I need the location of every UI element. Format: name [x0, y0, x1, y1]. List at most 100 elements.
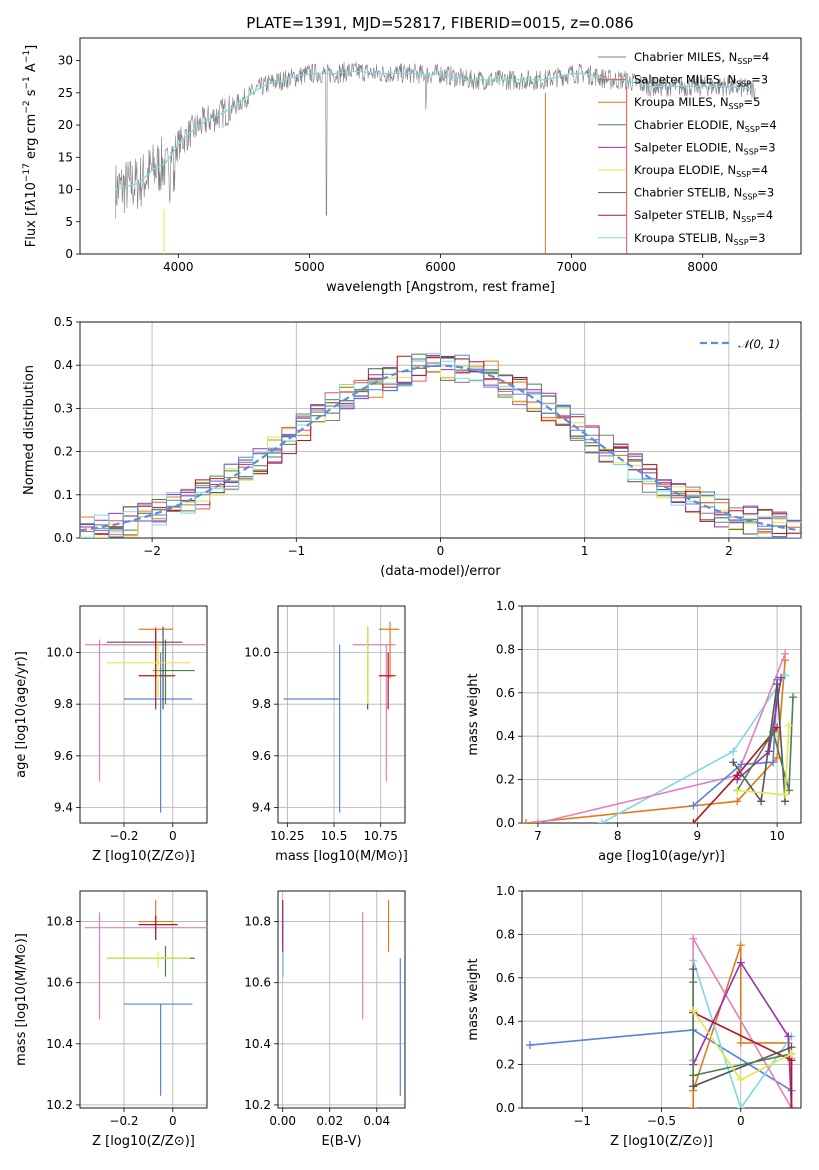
- histogram-series: [80, 353, 801, 538]
- y-tick-label: 0.4: [496, 1014, 515, 1028]
- weight-marker: [729, 758, 738, 767]
- histogram-series: [80, 353, 801, 538]
- weight-marker: [689, 1006, 698, 1015]
- age_weight-frame: [521, 605, 802, 824]
- weight-series: [736, 697, 794, 791]
- weight-series: [525, 660, 786, 823]
- weight-marker: [736, 1075, 745, 1084]
- spectrum-frame: [79, 37, 802, 255]
- y-tick-label: 0.0: [496, 816, 515, 830]
- y-tick-label: 0.4: [54, 358, 73, 372]
- weight-marker: [784, 1032, 793, 1041]
- weight-marker: [689, 1082, 698, 1091]
- x-axis-label: Z [log10(Z/Z⊙)]: [610, 1134, 713, 1149]
- legend-label: Kroupa ELODIE, NSSP=4: [634, 163, 768, 179]
- errorbar-point: [378, 621, 400, 679]
- weight-marker: [533, 819, 542, 823]
- x-tick-label: −0.5: [647, 1114, 676, 1128]
- y-tick-label: 10.8: [46, 915, 73, 929]
- y-axis-label: mass [log10(M/M⊙)]: [14, 933, 29, 1066]
- ebv_mass-plot-area: [282, 900, 401, 1096]
- x-tick-label: 7000: [556, 260, 587, 274]
- y-tick-label: 9.6: [54, 749, 73, 763]
- y-axis-label: mass weight: [466, 958, 481, 1040]
- y-axis-label: Flux [fλ10−17 erg cm−2 s−1 A−1]: [22, 45, 39, 247]
- weight-marker: [765, 747, 774, 756]
- weight-marker: [773, 680, 782, 689]
- errorbar-point: [378, 652, 396, 710]
- weight-marker: [689, 819, 698, 823]
- x-axis-label: age [log10(age/yr)]: [598, 849, 725, 864]
- x-tick-label: 10: [769, 829, 784, 843]
- y-tick-label: 0.5: [54, 315, 73, 329]
- x-tick-label: 0: [737, 1114, 745, 1128]
- y-tick-label: 25: [58, 86, 73, 100]
- legend-label: Chabrier STELIB, NSSP=3: [634, 186, 774, 202]
- y-axis-label: Normed distribution: [22, 365, 37, 495]
- weight-marker: [736, 958, 745, 967]
- x-tick-label: 10.25: [270, 829, 304, 843]
- x-tick-label: 7: [534, 829, 542, 843]
- y-tick-label: 30: [58, 54, 73, 68]
- y-tick-label: 15: [58, 150, 73, 164]
- weight-marker: [522, 819, 530, 823]
- age_weight-panel: 7 8 9 10 0.0 0.2 0.4 0.6 0.8 1.0 age [log10(age/yr…: [466, 599, 802, 864]
- weight-marker: [789, 693, 798, 702]
- y-tick-label: 10.4: [244, 1037, 271, 1051]
- x-tick-label: 5000: [294, 260, 325, 274]
- x-tick-label: −2: [143, 544, 161, 558]
- legend-label: Salpeter STELIB, NSSP=4: [634, 208, 773, 224]
- y-tick-label: 10.2: [244, 1098, 271, 1112]
- y-tick-label: 9.8: [54, 697, 73, 711]
- x-axis-label: Z [log10(Z/Z⊙)]: [92, 849, 195, 864]
- y-tick-label: 0.2: [496, 773, 515, 787]
- weight-marker: [689, 1104, 698, 1108]
- errorbar-point: [352, 644, 396, 782]
- weight-marker: [737, 760, 746, 769]
- legend-label: Chabrier ELODIE, NSSP=4: [634, 118, 777, 134]
- y-tick-label: 5: [65, 215, 73, 229]
- y-tick-label: 9.8: [252, 697, 271, 711]
- weight-series: [732, 683, 786, 804]
- x-tick-label: 9: [694, 829, 702, 843]
- weight-series: [692, 960, 793, 1108]
- x-axis-label: (data-model)/error: [380, 564, 501, 579]
- model-spectrum: [115, 70, 755, 191]
- y-tick-label: 9.4: [252, 801, 271, 815]
- weight-marker: [785, 786, 794, 795]
- legend-label: 𝒩(0, 1): [738, 337, 780, 351]
- y-tick-label: 10: [58, 183, 73, 197]
- y-tick-label: 20: [58, 118, 73, 132]
- ebv_mass-frame: [277, 890, 406, 1109]
- weight-marker: [769, 758, 778, 767]
- y-tick-label: 10.0: [46, 646, 73, 660]
- y-tick-label: 10.2: [46, 1098, 73, 1112]
- weight-marker: [785, 721, 794, 730]
- histogram-series: [80, 352, 801, 538]
- mass_age-frame: [277, 605, 406, 824]
- figure-title: PLATE=1391, MJD=52817, FIBERID=0015, z=0…: [246, 14, 633, 32]
- weight-marker: [781, 649, 790, 658]
- weight-marker: [597, 819, 606, 823]
- z_weight-panel: −1 −0.5 0 0.0 0.2 0.4 0.6 0.8 1.0 Z [log10(Z/Z⊙)]…: [466, 884, 802, 1149]
- ebv_mass-panel: 0.00 0.02 0.04 10.2 10.4 10.6 10.8 E(B-V): [244, 890, 406, 1149]
- y-tick-label: 9.4: [54, 801, 73, 815]
- x-axis-label: Z [log10(Z/Z⊙)]: [92, 1134, 195, 1149]
- weight-marker: [736, 941, 745, 950]
- x-tick-label: −1: [287, 544, 305, 558]
- x-tick-label: 0.04: [363, 1114, 390, 1128]
- errorbar-point: [84, 639, 207, 782]
- z_age-plot-area: [84, 626, 207, 813]
- weight-marker: [733, 786, 742, 795]
- y-tick-label: 0.3: [54, 401, 73, 415]
- y-tick-label: 10.0: [244, 646, 271, 660]
- y-tick-label: 10.4: [46, 1037, 73, 1051]
- y-tick-label: 10.6: [46, 976, 73, 990]
- y-tick-label: 9.6: [252, 749, 271, 763]
- weight-marker: [736, 1104, 745, 1108]
- x-tick-label: −0.2: [109, 1114, 138, 1128]
- weight-marker: [736, 1038, 745, 1047]
- normal-curve: [80, 364, 801, 532]
- y-tick-label: 0.8: [496, 642, 515, 656]
